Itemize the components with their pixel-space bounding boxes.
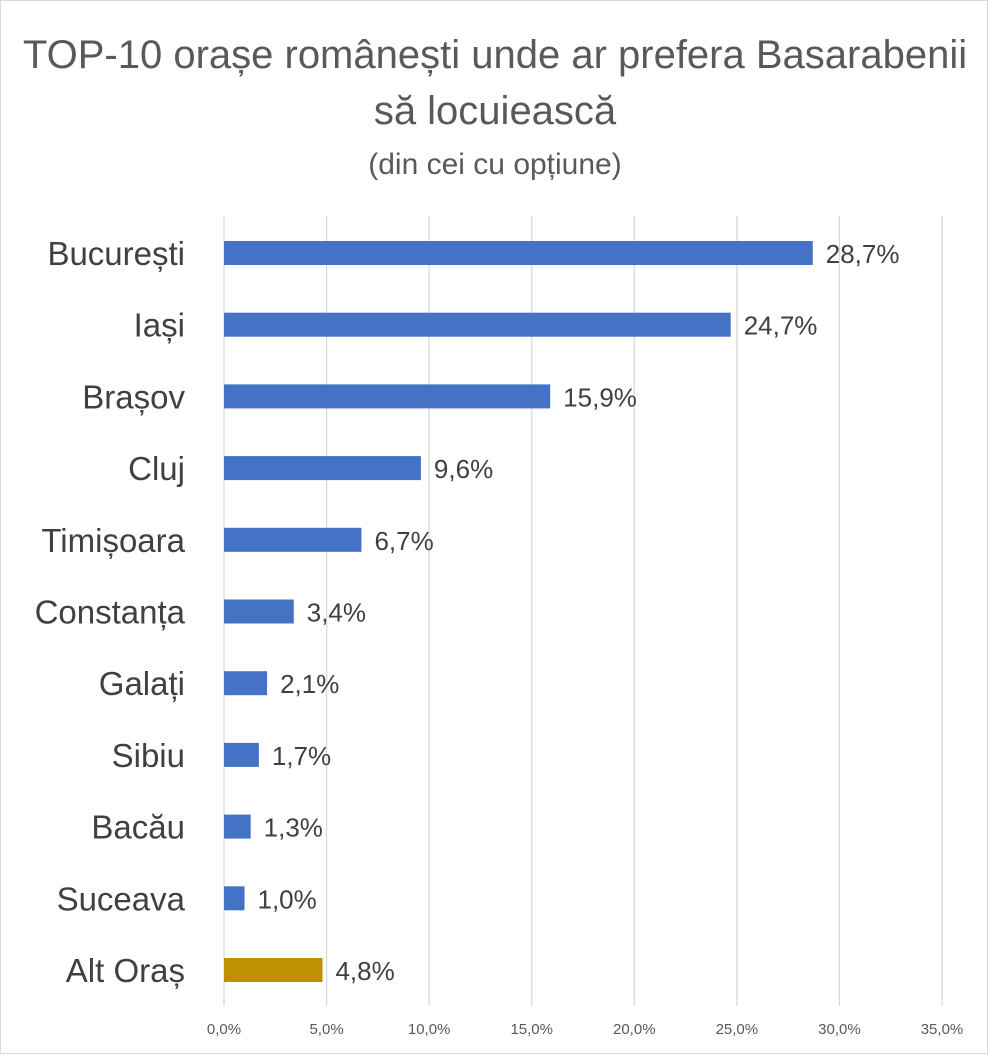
data-label: 1,3% — [264, 813, 323, 843]
data-label: 4,8% — [335, 956, 394, 986]
bar — [224, 312, 731, 337]
category-label: Alt Oraș — [66, 952, 185, 989]
data-label: 3,4% — [307, 598, 366, 628]
bar — [224, 241, 813, 265]
x-tick-label: 35,0% — [921, 1021, 964, 1038]
category-label: Brașov — [82, 378, 185, 415]
chart-subtitle: (din cei cu opțiune) — [368, 148, 622, 181]
category-label: Cluj — [128, 450, 185, 487]
bar — [224, 527, 362, 552]
bar — [224, 814, 251, 839]
bar — [224, 886, 245, 911]
x-tick-label: 20,0% — [613, 1021, 656, 1038]
category-label: București — [47, 235, 185, 272]
data-label: 2,1% — [280, 669, 339, 699]
bar — [224, 384, 551, 409]
bar — [224, 671, 268, 696]
category-label: Iași — [134, 307, 185, 344]
x-tick-label: 0,0% — [207, 1021, 241, 1038]
bar — [224, 742, 259, 767]
bar — [224, 599, 294, 624]
data-label: 28,7% — [826, 239, 900, 269]
data-label: 15,9% — [563, 382, 637, 412]
x-tick-label: 10,0% — [408, 1021, 451, 1038]
category-label: Suceava — [57, 880, 186, 917]
bar — [224, 958, 323, 982]
category-label: Constanța — [35, 594, 186, 631]
data-label: 24,7% — [744, 311, 818, 341]
chart-title: TOP-10 orașe românești unde ar prefera B… — [22, 33, 968, 133]
category-label: Galați — [99, 665, 185, 702]
bar — [224, 456, 421, 481]
category-label: Bacău — [91, 809, 185, 846]
x-tick-label: 30,0% — [818, 1021, 861, 1038]
data-label: 1,0% — [258, 884, 317, 914]
category-label: Sibiu — [112, 737, 185, 774]
data-label: 6,7% — [374, 526, 433, 556]
data-label: 9,6% — [434, 454, 493, 484]
x-tick-label: 25,0% — [716, 1021, 759, 1038]
category-label: Timișoara — [41, 522, 185, 559]
x-tick-label: 5,0% — [309, 1021, 343, 1038]
data-label: 1,7% — [272, 741, 331, 771]
x-tick-label: 15,0% — [510, 1021, 553, 1038]
